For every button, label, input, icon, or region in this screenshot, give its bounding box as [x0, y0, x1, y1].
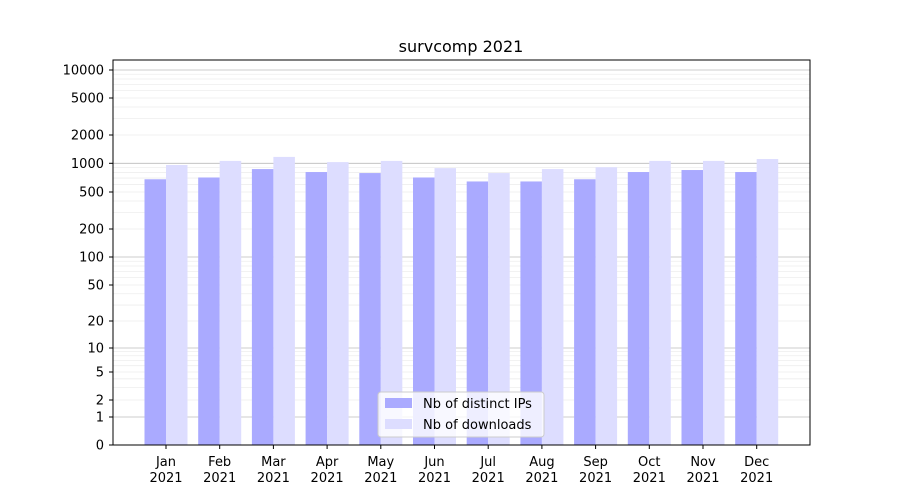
bar-distinct-ips	[627, 172, 650, 446]
bar-downloads	[327, 162, 349, 445]
legend-swatch-ips	[385, 398, 412, 408]
x-tick-label: Jun 2021	[418, 455, 451, 486]
bar-downloads	[703, 160, 725, 446]
bar-distinct-ips	[144, 179, 166, 445]
y-tick-label: 20	[87, 315, 104, 330]
bar-distinct-ips	[466, 181, 489, 445]
bar-distinct-ips	[520, 181, 542, 445]
chart-title: survcomp 2021	[399, 37, 524, 56]
bar-downloads	[219, 160, 242, 446]
y-tick-label: 200	[79, 223, 104, 238]
bar-distinct-ips	[198, 177, 220, 445]
bars	[144, 156, 779, 446]
x-tick-label: Feb 2021	[203, 455, 236, 486]
x-tick-label: Aug 2021	[525, 455, 558, 486]
bar-distinct-ips	[413, 177, 435, 445]
x-tick-label: Nov 2021	[686, 455, 719, 486]
legend-label-ips: Nb of distinct IPs	[423, 397, 532, 412]
y-tick-label: 10000	[63, 64, 104, 79]
y-tick-label: 2000	[71, 129, 104, 144]
y-tick-label: 5000	[71, 92, 104, 107]
y-tick-label: 0	[96, 439, 104, 454]
x-tick-label: Dec 2021	[740, 455, 773, 486]
plot-frame	[112, 59, 811, 446]
legend-swatch-downloads	[385, 419, 412, 429]
bar-distinct-ips	[735, 172, 757, 446]
bar-distinct-ips	[359, 173, 381, 445]
bar-downloads	[756, 159, 779, 445]
legend-box	[377, 391, 545, 438]
legend: Nb of distinct IPs Nb of downloads	[377, 391, 545, 438]
y-tick-label: 2	[96, 394, 104, 409]
bar-downloads	[166, 164, 188, 446]
x-tick-label: Sep 2021	[579, 455, 612, 486]
x-tick-label: Mar 2021	[257, 455, 290, 486]
y-tick-label: 1	[96, 411, 104, 426]
x-tick-label: May 2021	[364, 455, 397, 486]
bar-downloads	[649, 160, 671, 446]
y-tick-label: 500	[79, 186, 104, 201]
y-tick-label: 100	[79, 251, 104, 266]
y-tick-label: 50	[87, 279, 104, 294]
bar-downloads	[273, 156, 295, 445]
bar-downloads	[541, 169, 564, 445]
x-tick-label: Jan 2021	[149, 455, 182, 486]
bar-downloads	[380, 160, 403, 446]
y-tick-label: 5	[96, 366, 104, 381]
x-tick-label: Oct 2021	[633, 455, 666, 486]
y-tick-label: 10	[87, 342, 104, 357]
bar-distinct-ips	[305, 172, 328, 446]
x-axis: Jan 2021 Feb 2021 Mar 2021 Apr 2021 May 2021 Jun 20…	[149, 445, 773, 486]
x-tick-label: Jul 2021	[472, 455, 505, 486]
bar-downloads	[488, 173, 510, 445]
bar-distinct-ips	[574, 179, 596, 445]
bar-distinct-ips	[251, 169, 274, 445]
x-tick-label: Apr 2021	[311, 455, 344, 486]
bar-downloads	[434, 168, 456, 445]
y-axis: 0 1 2 5 10 20 50 100 200 500 1000 2000 5000 10000	[63, 64, 113, 454]
y-tick-label: 1000	[71, 157, 104, 172]
bar-distinct-ips	[681, 170, 703, 445]
bar-downloads	[595, 167, 618, 446]
legend-label-downloads: Nb of downloads	[423, 418, 532, 433]
